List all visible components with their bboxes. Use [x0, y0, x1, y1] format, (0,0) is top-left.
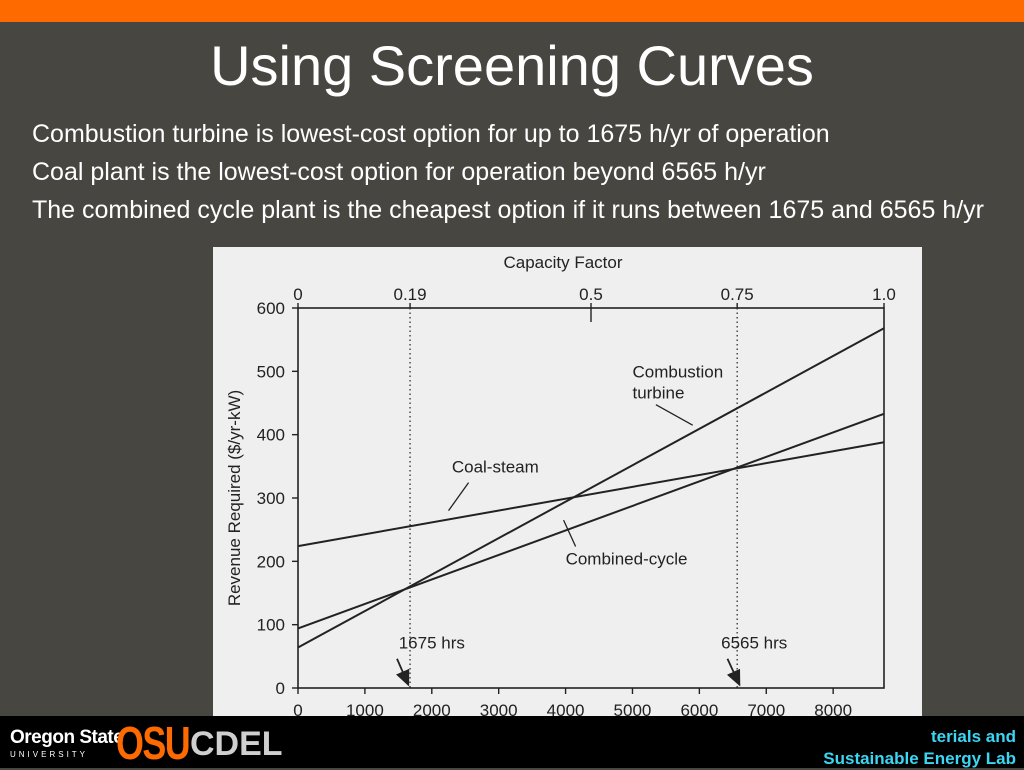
x-tick-label: 7000 [747, 701, 785, 720]
y-axis-title: Revenue Required ($/yr-kW) [225, 390, 244, 606]
university-name: Oregon State [10, 727, 124, 748]
series-line-combined-cycle [297, 412, 885, 630]
y-tick-label: 0 [276, 679, 285, 698]
annotation-arrow [726, 658, 741, 687]
top-tick-label: 0.5 [579, 285, 603, 304]
footer: Oregon State UNIVERSITY OSU CDEL terials… [0, 716, 1024, 768]
y-tick-label: 300 [257, 489, 285, 508]
top-tick-label: 0.75 [721, 285, 754, 304]
lab-name-line2: Sustainable Energy Lab [823, 749, 1016, 768]
osu-logo-mark: OSU [116, 717, 191, 769]
y-tick-label: 600 [257, 299, 285, 318]
top-axis-title: Capacity Factor [503, 253, 622, 272]
annotation-label: Combustion [632, 363, 723, 382]
lab-name: terials and Sustainable Energy Lab [823, 726, 1016, 770]
plot-frame [297, 307, 885, 689]
x-tick-label: 3000 [480, 701, 518, 720]
x-tick-label: 6000 [680, 701, 718, 720]
bullet-list: Combustion turbine is lowest-cost option… [32, 120, 1002, 234]
x-tick-label: 4000 [547, 701, 585, 720]
annotation-label: 6565 hrs [721, 634, 787, 653]
slide-title: Using Screening Curves [210, 34, 814, 97]
y-tick-label: 400 [257, 426, 285, 445]
bullet-item: Coal plant is the lowest-cost option for… [32, 158, 766, 186]
annotation-label: turbine [632, 384, 684, 403]
university-subtitle: UNIVERSITY [10, 750, 89, 759]
top-accent-bar [0, 0, 1024, 22]
top-tick-label: 0 [293, 285, 302, 304]
series-line-coal-steam [297, 441, 885, 548]
x-tick-label: 0 [293, 701, 302, 720]
annotation-leader [655, 404, 693, 426]
annotation-arrow [396, 658, 410, 687]
lab-acronym: CDEL [190, 725, 283, 763]
x-tick-label: 2000 [413, 701, 451, 720]
annotation-label: Combined-cycle [566, 550, 688, 569]
y-tick-label: 500 [257, 362, 285, 381]
series-line-combustion-turbine [297, 327, 885, 649]
bullet-item: Combustion turbine is lowest-cost option… [32, 120, 830, 148]
annotation-leader [447, 482, 470, 512]
top-tick-label: 1.0 [872, 285, 896, 304]
screening-curves-chart: 0 100 200 300 400 500 600 0 1000 2000 3000 4000 5000… [213, 247, 922, 752]
annotation-label: Coal-steam [452, 458, 539, 477]
annotation-label: 1675 hrs [399, 634, 465, 653]
annotation-leader [562, 519, 577, 547]
x-tick-label: 5000 [614, 701, 652, 720]
top-tick-label: 0.19 [394, 285, 427, 304]
x-tick-label: 1000 [346, 701, 384, 720]
y-tick-label: 100 [257, 616, 285, 635]
lab-name-line1: terials and [930, 727, 1016, 746]
bullet-item: The combined cycle plant is the cheapest… [32, 196, 984, 224]
y-tick-label: 200 [257, 552, 285, 571]
x-tick-label: 8000 [814, 701, 852, 720]
